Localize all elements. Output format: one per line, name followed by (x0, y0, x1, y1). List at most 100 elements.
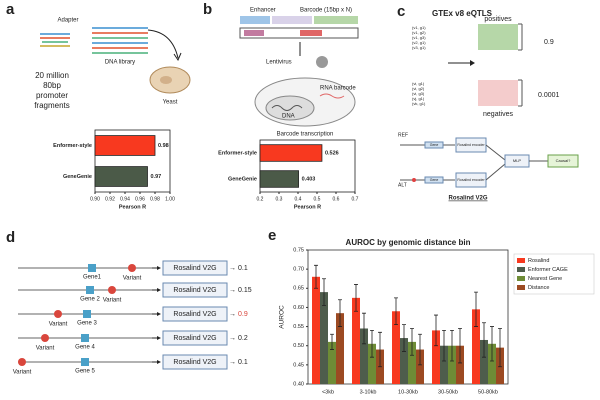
arrow-head (157, 336, 161, 340)
variant (412, 178, 416, 182)
bar (440, 345, 448, 384)
bar (480, 339, 488, 384)
y-axis-label: AUROC (279, 305, 286, 329)
label: Rosalind encoder (457, 178, 485, 182)
panel-label: b (203, 1, 212, 18)
variant (128, 264, 136, 272)
label: MLP (513, 158, 522, 163)
x-tick-label: 0.92 (105, 196, 115, 202)
label: Adapter (57, 18, 78, 24)
label: REF (398, 132, 408, 138)
x-tick-label: <3kb (322, 389, 334, 395)
x-tick-label: 0.96 (135, 196, 145, 202)
construct (300, 30, 322, 36)
x-axis-label: Pearson R (119, 204, 146, 210)
panel-label: d (6, 229, 15, 246)
error-bar (362, 312, 366, 345)
pair: (vj, g1) (412, 96, 425, 101)
label: Gene (430, 143, 439, 147)
error-bar (474, 291, 478, 327)
model-label: Rosalind V2G (173, 287, 216, 294)
plot-frame (259, 139, 356, 193)
category-label: Enformer-style (218, 150, 257, 156)
pair: (vi, g1) (412, 81, 425, 86)
pair: (v2, g1) (412, 40, 426, 45)
negatives-box (478, 80, 518, 106)
label: DNA (282, 114, 295, 120)
error-bar (330, 333, 334, 350)
error-bar (402, 324, 406, 352)
label: fragments (34, 101, 70, 110)
value-label: 0.97 (151, 174, 162, 180)
legend-swatch (517, 267, 525, 272)
x-tick-label: 50-80kb (478, 389, 498, 395)
model-box (162, 282, 228, 298)
arrow-sym: → (229, 335, 236, 342)
error-bar (378, 331, 382, 368)
arrow-head (157, 312, 161, 316)
x-tick-label: 1.00 (165, 196, 175, 202)
virus (316, 56, 328, 68)
y-tick-label: 0.45 (293, 362, 304, 368)
bar (368, 343, 376, 384)
output-box (547, 154, 579, 168)
construct (239, 27, 359, 39)
bar (328, 341, 336, 384)
label: promoter (36, 91, 68, 100)
category-label: Enformer-style (53, 143, 92, 149)
error-bar (370, 330, 374, 358)
bar (352, 297, 360, 384)
variant-label: Variant (49, 322, 68, 328)
y-tick-label: 0.50 (293, 343, 304, 349)
score: 0.9 (238, 311, 248, 318)
error-bar (450, 330, 454, 362)
model-box (162, 306, 228, 322)
construct (244, 30, 264, 36)
error-bar (498, 328, 502, 368)
pair: (vi, g2) (412, 86, 425, 91)
y-tick-label: 0.55 (293, 324, 304, 330)
variant (41, 334, 49, 342)
label: negatives (483, 111, 513, 118)
bar (488, 343, 496, 384)
charts: Enformer-style 0.98 GeneGenie 0.97 0.90 0.92 0… (53, 129, 595, 395)
model-label: Rosalind V2G (173, 265, 216, 272)
label: Lentivirus (266, 60, 292, 66)
label: RNA barcode (320, 86, 356, 92)
x-tick-label: 30-50kb (438, 389, 458, 395)
pair: (v1, g3) (412, 35, 426, 40)
legend-box (513, 253, 595, 295)
gene (86, 286, 94, 294)
construct (314, 16, 358, 24)
score: 0.1 (238, 265, 248, 272)
x-tick-label: 0.4 (295, 196, 302, 202)
variant-label: Variant (103, 298, 122, 304)
model-label: Rosalind V2G (173, 311, 216, 318)
model-label: Rosalind V2G (173, 359, 216, 366)
arrow-sym: → (229, 311, 236, 318)
bar (432, 330, 440, 384)
error-bar (322, 278, 326, 306)
model-box (162, 330, 228, 346)
label: Rosalind encoder (457, 143, 485, 147)
score: 0.2 (238, 335, 248, 342)
category-label: GeneGenie (228, 176, 257, 182)
bar (259, 170, 299, 188)
label: ALT (398, 182, 407, 188)
arrow-sym: → (229, 359, 236, 366)
label: positives (484, 16, 512, 23)
construct (272, 16, 312, 24)
bar (472, 309, 480, 384)
label: Causal? (556, 158, 571, 163)
connector (485, 144, 506, 181)
bar (94, 135, 156, 156)
arrow-head (157, 288, 161, 292)
plot-frame (94, 129, 171, 193)
x-tick-label: 0.5 (314, 196, 321, 202)
error-bar (458, 328, 462, 364)
arrow-head (157, 360, 161, 364)
gene-box (424, 141, 444, 149)
score: 0.15 (238, 287, 252, 294)
value-label: 0.98 (158, 143, 169, 149)
error-bar (314, 264, 318, 289)
